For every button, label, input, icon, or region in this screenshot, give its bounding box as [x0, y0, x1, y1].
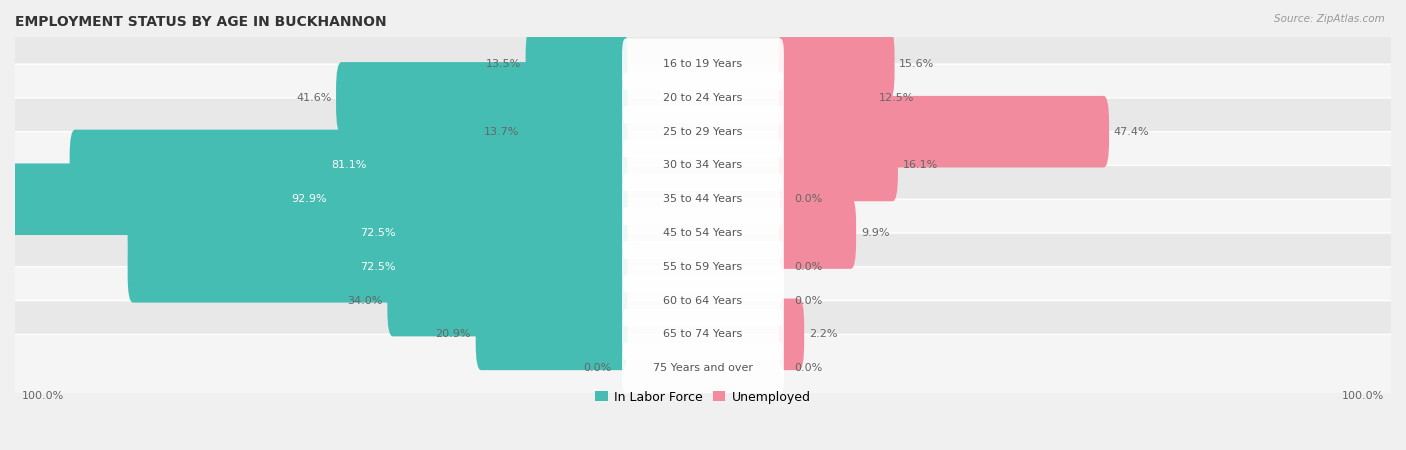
- Text: 100.0%: 100.0%: [21, 391, 65, 401]
- FancyBboxPatch shape: [0, 163, 627, 235]
- Text: 81.1%: 81.1%: [330, 161, 366, 171]
- FancyBboxPatch shape: [11, 301, 1395, 368]
- FancyBboxPatch shape: [779, 28, 894, 100]
- Text: 0.0%: 0.0%: [583, 363, 612, 373]
- Text: 60 to 64 Years: 60 to 64 Years: [664, 296, 742, 306]
- FancyBboxPatch shape: [11, 233, 1395, 301]
- Text: 75 Years and over: 75 Years and over: [652, 363, 754, 373]
- Legend: In Labor Force, Unemployed: In Labor Force, Unemployed: [591, 386, 815, 409]
- Text: 0.0%: 0.0%: [794, 194, 823, 204]
- FancyBboxPatch shape: [11, 267, 1395, 334]
- FancyBboxPatch shape: [128, 231, 627, 302]
- Text: 45 to 54 Years: 45 to 54 Years: [664, 228, 742, 238]
- Text: 15.6%: 15.6%: [900, 59, 935, 69]
- Text: 47.4%: 47.4%: [1114, 127, 1149, 137]
- FancyBboxPatch shape: [621, 241, 785, 292]
- Text: 30 to 34 Years: 30 to 34 Years: [664, 161, 742, 171]
- Text: 12.5%: 12.5%: [879, 93, 914, 103]
- Text: 9.9%: 9.9%: [860, 228, 890, 238]
- FancyBboxPatch shape: [779, 62, 873, 134]
- FancyBboxPatch shape: [387, 265, 627, 337]
- Text: 34.0%: 34.0%: [347, 296, 382, 306]
- FancyBboxPatch shape: [128, 197, 627, 269]
- FancyBboxPatch shape: [621, 207, 785, 259]
- FancyBboxPatch shape: [526, 28, 627, 100]
- Text: 25 to 29 Years: 25 to 29 Years: [664, 127, 742, 137]
- FancyBboxPatch shape: [779, 96, 1109, 167]
- FancyBboxPatch shape: [621, 275, 785, 326]
- Text: Source: ZipAtlas.com: Source: ZipAtlas.com: [1274, 14, 1385, 23]
- FancyBboxPatch shape: [11, 166, 1395, 233]
- FancyBboxPatch shape: [621, 140, 785, 191]
- FancyBboxPatch shape: [779, 130, 898, 201]
- FancyBboxPatch shape: [11, 98, 1395, 166]
- Text: 2.2%: 2.2%: [808, 329, 838, 339]
- Text: 0.0%: 0.0%: [794, 363, 823, 373]
- FancyBboxPatch shape: [621, 309, 785, 360]
- Text: 20 to 24 Years: 20 to 24 Years: [664, 93, 742, 103]
- FancyBboxPatch shape: [621, 106, 785, 158]
- FancyBboxPatch shape: [621, 174, 785, 225]
- FancyBboxPatch shape: [70, 130, 627, 201]
- Text: 16.1%: 16.1%: [903, 161, 938, 171]
- FancyBboxPatch shape: [779, 197, 856, 269]
- FancyBboxPatch shape: [11, 199, 1395, 267]
- Text: 100.0%: 100.0%: [1341, 391, 1385, 401]
- FancyBboxPatch shape: [524, 96, 627, 167]
- Text: EMPLOYMENT STATUS BY AGE IN BUCKHANNON: EMPLOYMENT STATUS BY AGE IN BUCKHANNON: [15, 15, 387, 29]
- FancyBboxPatch shape: [11, 64, 1395, 132]
- Text: 92.9%: 92.9%: [291, 194, 326, 204]
- FancyBboxPatch shape: [621, 342, 785, 394]
- FancyBboxPatch shape: [621, 38, 785, 90]
- Text: 65 to 74 Years: 65 to 74 Years: [664, 329, 742, 339]
- Text: 72.5%: 72.5%: [360, 228, 395, 238]
- Text: 41.6%: 41.6%: [297, 93, 332, 103]
- Text: 0.0%: 0.0%: [794, 296, 823, 306]
- FancyBboxPatch shape: [475, 298, 627, 370]
- Text: 13.5%: 13.5%: [485, 59, 520, 69]
- FancyBboxPatch shape: [779, 298, 804, 370]
- FancyBboxPatch shape: [11, 132, 1395, 199]
- Text: 20.9%: 20.9%: [436, 329, 471, 339]
- Text: 35 to 44 Years: 35 to 44 Years: [664, 194, 742, 204]
- Text: 0.0%: 0.0%: [794, 262, 823, 272]
- FancyBboxPatch shape: [11, 30, 1395, 98]
- FancyBboxPatch shape: [621, 72, 785, 124]
- Text: 13.7%: 13.7%: [484, 127, 520, 137]
- Text: 16 to 19 Years: 16 to 19 Years: [664, 59, 742, 69]
- Text: 72.5%: 72.5%: [360, 262, 395, 272]
- Text: 55 to 59 Years: 55 to 59 Years: [664, 262, 742, 272]
- FancyBboxPatch shape: [336, 62, 627, 134]
- FancyBboxPatch shape: [11, 334, 1395, 402]
